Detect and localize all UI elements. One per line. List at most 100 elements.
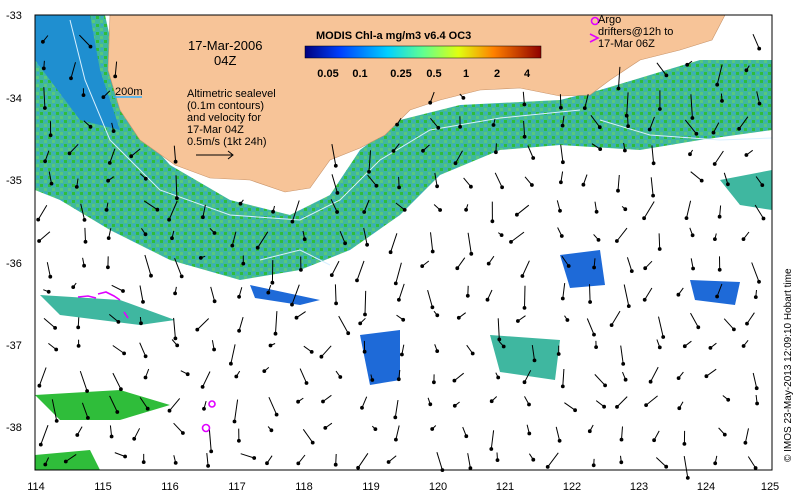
velocity-arrow: [338, 315, 349, 334]
velocity-arrow-head: [48, 133, 53, 138]
velocity-arrow-head: [82, 218, 87, 222]
velocity-arrow: [139, 397, 149, 409]
velocity-arrow: [723, 318, 735, 330]
velocity-arrow-head: [468, 466, 473, 471]
velocity-arrow-head: [48, 274, 53, 279]
velocity-arrow-head: [401, 317, 406, 322]
altimetry-note-line: Altimetric sealevel: [187, 88, 276, 100]
velocity-arrow: [395, 262, 402, 284]
velocity-arrow-head: [395, 122, 400, 127]
velocity-arrow: [616, 227, 628, 242]
velocity-arrow-head: [119, 387, 123, 392]
velocity-arrow: [430, 232, 434, 252]
velocity-arrow: [716, 64, 723, 85]
velocity-arrow-head: [86, 416, 90, 420]
velocity-arrow-head: [685, 476, 690, 480]
velocity-arrow: [650, 177, 654, 196]
velocity-arrow-head: [273, 331, 278, 336]
velocity-arrow: [463, 177, 472, 188]
velocity-arrow-head: [685, 62, 690, 67]
velocity-arrow-head: [658, 107, 662, 111]
velocity-arrow-head: [602, 404, 606, 409]
sealevel-contours: [69, 19, 773, 266]
velocity-arrow-head: [237, 328, 242, 333]
velocity-arrow-head: [652, 438, 656, 443]
velocity-arrow-head: [676, 376, 681, 381]
velocity-arrow-head: [501, 344, 506, 349]
velocity-arrow: [210, 286, 216, 302]
velocity-arrow-head: [143, 232, 148, 237]
velocity-arrow: [38, 367, 47, 386]
velocity-arrow: [108, 314, 119, 323]
velocity-arrow-head: [591, 463, 596, 468]
velocity-arrow-head: [54, 419, 59, 423]
plot-border: [34, 14, 773, 471]
velocity-arrow: [114, 61, 118, 77]
velocity-arrow-head: [202, 406, 206, 411]
velocity-arrow: [427, 289, 433, 308]
velocity-arrow-head: [69, 76, 73, 81]
velocity-arrow-head: [290, 219, 295, 224]
velocity-arrow-head: [173, 159, 178, 164]
velocity-arrow: [561, 255, 570, 267]
velocity-arrow: [430, 117, 439, 129]
colorbar-tick: 0.05: [317, 68, 339, 80]
velocity-arrow: [363, 227, 368, 245]
argo-note-line: 17-Mar 06Z: [598, 38, 655, 50]
velocity-arrow-head: [452, 403, 457, 408]
velocity-arrow-head: [132, 436, 137, 441]
velocity-arrow-head: [149, 273, 153, 278]
velocity-arrow-head: [621, 362, 626, 366]
velocity-arrow-head: [335, 210, 340, 214]
velocity-arrow-head: [452, 378, 457, 383]
velocity-arrow-head: [757, 46, 762, 51]
velocity-arrow-head: [335, 191, 340, 195]
velocity-arrow-head: [206, 464, 211, 468]
colorbar-tick: 1: [462, 68, 470, 80]
velocity-arrow-head: [333, 163, 338, 168]
velocity-arrow-head: [299, 268, 303, 272]
velocity-arrow-head: [597, 125, 602, 130]
velocity-arrow-head: [323, 426, 328, 430]
velocity-arrow-head: [435, 313, 440, 318]
colorbar-tick: 0.25: [390, 68, 412, 80]
velocity-arrow-head: [711, 130, 716, 135]
argo-note: Argo drifters@12h to 17-Mar 06Z: [598, 14, 673, 50]
velocity-arrow-head: [438, 208, 443, 212]
velocity-arrow-head: [397, 185, 402, 190]
velocity-arrow-head: [212, 347, 217, 352]
altimetry-note-line: and velocity for: [187, 112, 261, 124]
velocity-arrow-head: [82, 263, 86, 268]
velocity-arrow: [589, 284, 591, 303]
argo-track: [77, 295, 97, 299]
date-label: 17-Mar-2006 04Z: [188, 38, 262, 68]
velocity-arrow: [321, 345, 332, 358]
velocity-arrow: [752, 34, 760, 49]
velocity-arrow-head: [499, 233, 504, 238]
velocity-arrow-head: [761, 216, 766, 221]
velocity-arrow: [231, 231, 237, 246]
argo-track: [97, 291, 121, 301]
argo-position-marker: [201, 423, 211, 433]
velocity-arrow-head: [393, 281, 398, 286]
y-tick-label: -38: [6, 422, 22, 434]
velocity-arrow-head: [430, 305, 435, 310]
colorbar-tick: 0.1: [352, 68, 368, 80]
velocity-arrow: [650, 366, 659, 382]
velocity-arrow: [334, 284, 337, 304]
land-mass: [107, 14, 726, 193]
velocity-arrow-head: [435, 184, 440, 189]
velocity-arrow-head: [545, 465, 550, 469]
velocity-arrow-head: [173, 291, 178, 296]
velocity-arrow-head: [708, 346, 713, 350]
velocity-arrow-head: [619, 437, 624, 442]
velocity-arrow-head: [715, 82, 720, 87]
altimetry-note-line: 0.5m/s (1kt 24h): [187, 136, 267, 148]
velocity-arrow: [363, 199, 370, 213]
velocity-arrow: [510, 231, 525, 243]
velocity-arrow-head: [393, 415, 398, 420]
velocity-arrow: [658, 233, 661, 250]
velocity-arrow-head: [741, 237, 746, 242]
velocity-arrow-head: [360, 405, 364, 410]
